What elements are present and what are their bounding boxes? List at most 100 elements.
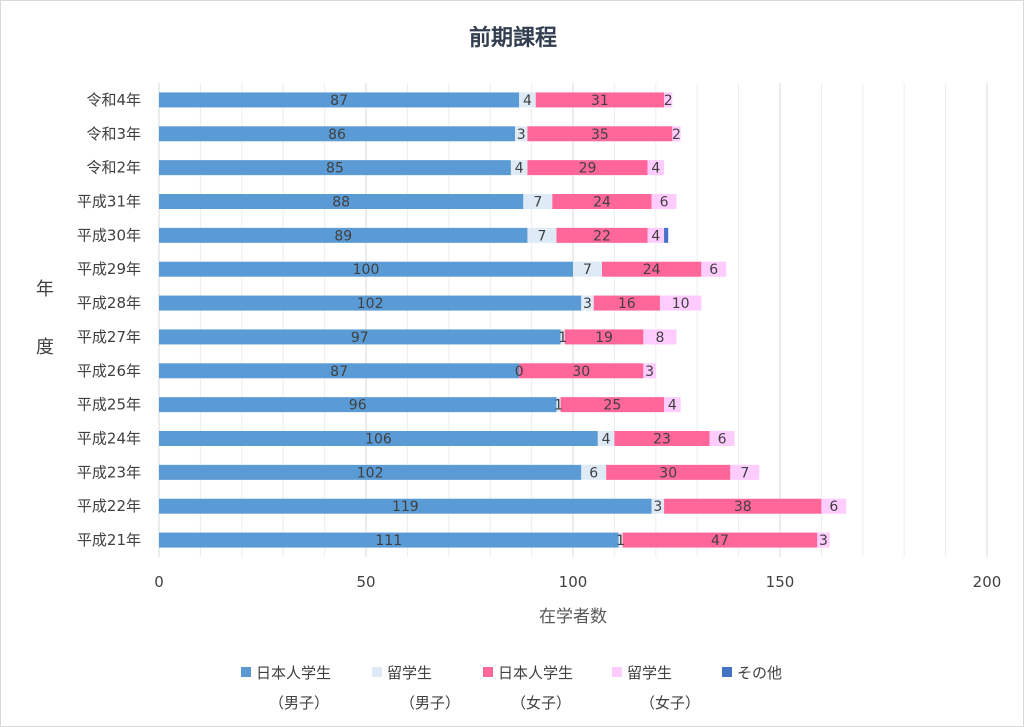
data-label: 24: [593, 195, 611, 211]
bar-segment: [606, 464, 731, 480]
legend-sublabel: （女子）: [640, 694, 700, 712]
data-label: 19: [595, 330, 613, 346]
bar-segment: [159, 126, 516, 142]
bar-segment: [573, 261, 602, 277]
data-label: 4: [523, 93, 532, 109]
y-tick-label: 平成26年: [77, 362, 141, 380]
legend-label: 日本人学生: [498, 664, 573, 682]
y-tick-label: 平成30年: [77, 226, 141, 244]
data-label: 7: [537, 228, 546, 244]
bar-segment: [664, 397, 681, 413]
bar-segment: [556, 397, 561, 413]
bar-segment: [560, 329, 565, 345]
bar-segment: [515, 126, 528, 142]
data-label: 7: [583, 262, 592, 278]
bar-segment: [159, 397, 557, 413]
x-tick-labels: 0 50 100 150 200: [154, 573, 1001, 591]
bar-segment: [523, 194, 553, 209]
data-label: 16: [618, 296, 636, 312]
bar-segment: [817, 532, 830, 548]
legend-sublabel: （女子）: [511, 694, 571, 712]
bar-segment: [647, 160, 665, 176]
data-label: 23: [653, 432, 671, 448]
bar-segment: [651, 498, 665, 514]
y-tick-label: 平成21年: [77, 531, 141, 549]
y-tick-label: 平成23年: [77, 463, 141, 481]
bar-segment: [560, 397, 665, 413]
data-label: 25: [603, 398, 621, 414]
bar-segment: [159, 498, 652, 514]
bar-segment: [535, 92, 665, 108]
x-axis-label: 在学者数: [539, 607, 607, 627]
bar-segment: [519, 92, 536, 108]
data-label: 6: [589, 465, 598, 481]
x-tick-label: 0: [154, 573, 164, 591]
bar-segment: [664, 498, 822, 514]
legend: 日本人学生 （男子） 留学生 （男子） 日本人学生 （女子） 留学生 （女子） その他: [241, 664, 782, 712]
data-label: 119: [392, 499, 419, 515]
bar-segment: [556, 227, 648, 243]
bar-segment: [159, 160, 511, 176]
data-label: 4: [602, 432, 611, 448]
y-axis-label: 年度: [36, 279, 54, 358]
bar-segment: [659, 295, 702, 311]
bar-segment: [159, 295, 582, 311]
legend-swatch: [372, 667, 382, 677]
bar-segment: [597, 431, 615, 446]
data-label: 100: [353, 262, 380, 278]
data-label: 111: [375, 533, 402, 549]
bar-segment: [821, 498, 847, 514]
bars: [159, 92, 847, 548]
data-label: 6: [709, 262, 718, 278]
data-label: 3: [653, 499, 662, 515]
data-label: 86: [328, 127, 346, 143]
legend-swatch: [722, 667, 732, 677]
legend-sublabel: （男子）: [400, 694, 460, 712]
y-axis-label-char: 度: [36, 337, 54, 358]
y-tick-label: 令和3年: [86, 125, 141, 143]
data-label: 31: [591, 93, 609, 109]
data-label: 87: [330, 364, 348, 380]
legend-swatch: [612, 667, 622, 677]
bar-segment: [618, 532, 623, 548]
data-label: 6: [660, 195, 669, 211]
y-tick-label: 平成25年: [77, 396, 141, 414]
y-tick-labels: 令和4年令和3年令和2年平成31年平成30年平成29年平成28年平成27年平成2…: [77, 91, 141, 549]
data-label: 102: [357, 465, 384, 481]
data-label: 3: [819, 533, 828, 549]
data-label: 1: [616, 533, 625, 549]
legend-sublabel: （男子）: [269, 694, 329, 712]
data-label: 89: [334, 228, 352, 244]
bar-segment: [564, 329, 644, 345]
bar-segment: [159, 363, 520, 379]
data-label: 30: [659, 465, 677, 481]
legend-label: その他: [737, 664, 782, 682]
x-tick-label: 200: [973, 573, 1002, 591]
bar-segment: [643, 363, 656, 379]
data-label: 6: [718, 432, 727, 448]
legend-label: 留学生: [627, 664, 672, 682]
data-label: 10: [672, 296, 690, 312]
chart-title: 前期課程: [469, 25, 557, 51]
data-label: 4: [651, 161, 660, 177]
data-label: 22: [593, 228, 611, 244]
y-tick-label: 令和2年: [86, 159, 141, 177]
legend-swatch: [483, 667, 493, 677]
data-label: 4: [668, 398, 677, 414]
data-label: 3: [583, 296, 592, 312]
data-label: 3: [517, 127, 526, 143]
y-tick-label: 平成31年: [77, 193, 141, 211]
bar-segment: [651, 194, 677, 209]
data-label: 97: [351, 330, 369, 346]
bar-segment: [709, 431, 735, 446]
bar-segment: [701, 261, 727, 277]
data-label: 7: [533, 195, 542, 211]
data-label: 35: [591, 127, 609, 143]
data-label: 102: [357, 296, 384, 312]
bar-segment: [527, 227, 557, 243]
bar-segment: [730, 464, 760, 480]
legend-label: 日本人学生: [256, 664, 331, 682]
